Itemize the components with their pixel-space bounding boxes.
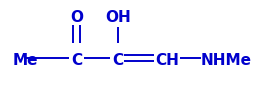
Text: O: O xyxy=(70,10,83,25)
Text: CH: CH xyxy=(155,53,179,68)
Text: C: C xyxy=(112,53,123,68)
Text: C: C xyxy=(71,53,82,68)
Text: NHMe: NHMe xyxy=(201,53,252,68)
Text: Me: Me xyxy=(13,53,38,68)
Text: OH: OH xyxy=(105,10,131,25)
